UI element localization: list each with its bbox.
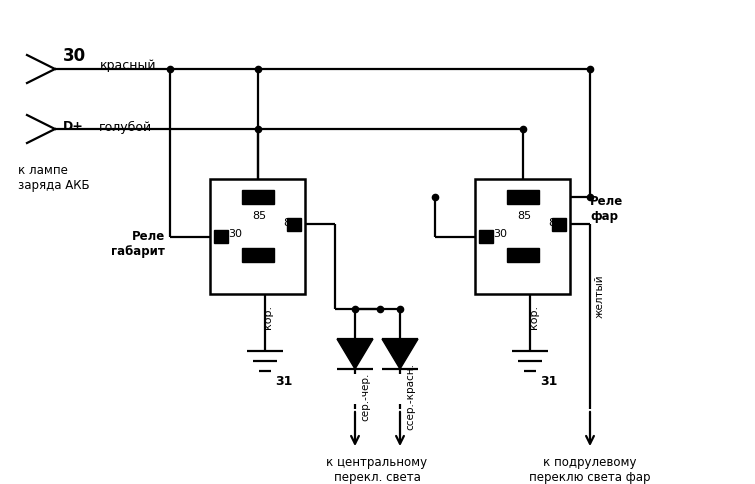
Bar [507,248,538,262]
Text: Реле
габарит: Реле габарит [111,230,165,258]
Bar [287,218,301,231]
Text: к центральному
перекл. света: к центральному перекл. света [326,456,427,484]
Bar [507,190,538,204]
Text: к лампе
заряда АКБ: к лампе заряда АКБ [18,164,90,192]
Text: желтый: желтый [595,275,605,318]
Text: сер.-чер.: сер.-чер. [360,372,370,421]
Bar [242,248,273,262]
Text: 87: 87 [283,218,297,227]
Bar [475,179,570,294]
Text: 86: 86 [252,253,267,263]
Text: 87: 87 [548,218,562,227]
Text: к подрулевому
переклю света фар: к подрулевому переклю света фар [529,456,651,484]
Polygon shape [337,339,373,369]
Text: 31: 31 [540,375,557,388]
Text: красный: красный [100,60,156,73]
Text: ссер.-красн.: ссер.-красн. [405,363,415,430]
Bar [479,230,493,243]
Text: 31: 31 [275,375,292,388]
Text: Реле
фар: Реле фар [590,195,623,223]
Text: 85: 85 [252,211,267,221]
Text: 86: 86 [517,253,532,263]
Text: кор.: кор. [263,304,273,329]
Text: 30: 30 [63,47,86,65]
Text: кор.: кор. [528,304,538,329]
Text: 30: 30 [493,229,507,239]
Polygon shape [382,339,418,369]
Text: 30: 30 [228,229,242,239]
Bar [552,218,566,231]
Bar [214,230,228,243]
Text: D+: D+ [63,121,84,134]
Bar [210,179,305,294]
Text: 85: 85 [517,211,532,221]
Bar [242,190,273,204]
Text: голубой: голубой [99,121,152,134]
